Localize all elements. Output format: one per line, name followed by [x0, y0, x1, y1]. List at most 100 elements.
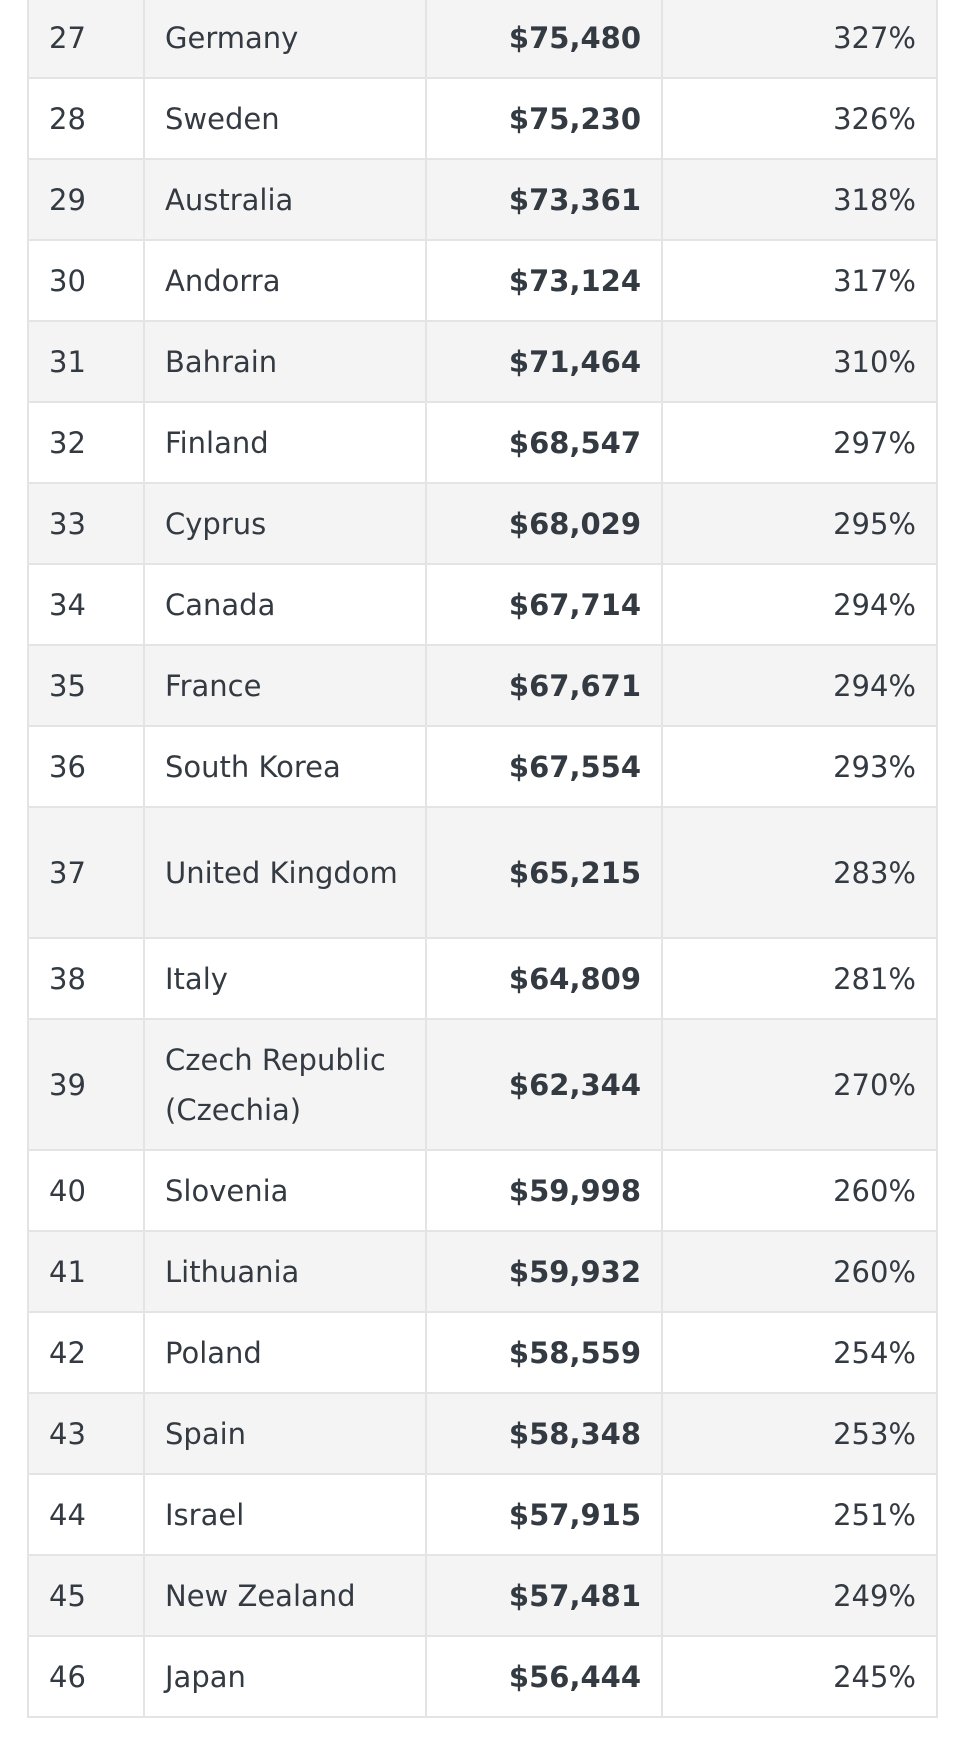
- percent-cell: 295%: [661, 482, 938, 565]
- table-row: 33 Cyprus $68,029 295%: [27, 482, 938, 565]
- country-cell: Sweden: [143, 77, 427, 160]
- table-row: 42 Poland $58,559 254%: [27, 1311, 938, 1394]
- rank-cell: 39: [27, 1018, 145, 1151]
- country-cell: Poland: [143, 1311, 427, 1394]
- country-cell: New Zealand: [143, 1554, 427, 1637]
- percent-cell: 326%: [661, 77, 938, 160]
- rank-cell: 27: [27, 0, 145, 79]
- amount-cell: $65,215: [425, 806, 663, 939]
- table-body: 27 Germany $75,480 327% 28 Sweden $75,230 326% 2…: [27, 0, 938, 1718]
- rank-cell: 36: [27, 725, 145, 808]
- amount-cell: $59,932: [425, 1230, 663, 1313]
- amount-cell: $56,444: [425, 1635, 663, 1718]
- table-row: 29 Australia $73,361 318%: [27, 158, 938, 241]
- amount-cell: $67,671: [425, 644, 663, 727]
- rank-cell: 43: [27, 1392, 145, 1475]
- rank-cell: 35: [27, 644, 145, 727]
- percent-cell: 260%: [661, 1149, 938, 1232]
- amount-cell: $67,714: [425, 563, 663, 646]
- rank-cell: 44: [27, 1473, 145, 1556]
- rank-cell: 37: [27, 806, 145, 939]
- country-cell: United Kingdom: [143, 806, 427, 939]
- percent-cell: 297%: [661, 401, 938, 484]
- percent-cell: 260%: [661, 1230, 938, 1313]
- rank-cell: 34: [27, 563, 145, 646]
- amount-cell: $58,348: [425, 1392, 663, 1475]
- percent-cell: 251%: [661, 1473, 938, 1556]
- amount-cell: $68,547: [425, 401, 663, 484]
- percent-cell: 245%: [661, 1635, 938, 1718]
- rank-cell: 31: [27, 320, 145, 403]
- country-cell: Slovenia: [143, 1149, 427, 1232]
- table-row: 32 Finland $68,547 297%: [27, 401, 938, 484]
- country-cell: Cyprus: [143, 482, 427, 565]
- country-cell: Germany: [143, 0, 427, 79]
- amount-cell: $75,230: [425, 77, 663, 160]
- table-row: 39 Czech Republic (Czechia) $62,344 270%: [27, 1018, 938, 1151]
- amount-cell: $71,464: [425, 320, 663, 403]
- rank-cell: 29: [27, 158, 145, 241]
- country-cell: France: [143, 644, 427, 727]
- rank-cell: 28: [27, 77, 145, 160]
- country-cell: Australia: [143, 158, 427, 241]
- percent-cell: 327%: [661, 0, 938, 79]
- percent-cell: 270%: [661, 1018, 938, 1151]
- amount-cell: $57,915: [425, 1473, 663, 1556]
- rank-cell: 46: [27, 1635, 145, 1718]
- country-cell: Italy: [143, 937, 427, 1020]
- table-row: 43 Spain $58,348 253%: [27, 1392, 938, 1475]
- percent-cell: 310%: [661, 320, 938, 403]
- percent-cell: 249%: [661, 1554, 938, 1637]
- percent-cell: 294%: [661, 644, 938, 727]
- table-row: 38 Italy $64,809 281%: [27, 937, 938, 1020]
- amount-cell: $57,481: [425, 1554, 663, 1637]
- country-cell: Andorra: [143, 239, 427, 322]
- percent-cell: 318%: [661, 158, 938, 241]
- amount-cell: $68,029: [425, 482, 663, 565]
- amount-cell: $64,809: [425, 937, 663, 1020]
- table-row: 34 Canada $67,714 294%: [27, 563, 938, 646]
- table-row: 45 New Zealand $57,481 249%: [27, 1554, 938, 1637]
- country-ranking-table: 27 Germany $75,480 327% 28 Sweden $75,230 326% 2…: [27, 0, 938, 1718]
- country-cell: Bahrain: [143, 320, 427, 403]
- rank-cell: 42: [27, 1311, 145, 1394]
- amount-cell: $59,998: [425, 1149, 663, 1232]
- amount-cell: $73,124: [425, 239, 663, 322]
- country-cell: Spain: [143, 1392, 427, 1475]
- amount-cell: $58,559: [425, 1311, 663, 1394]
- rank-cell: 38: [27, 937, 145, 1020]
- table-row: 30 Andorra $73,124 317%: [27, 239, 938, 322]
- percent-cell: 283%: [661, 806, 938, 939]
- table-row: 46 Japan $56,444 245%: [27, 1635, 938, 1718]
- percent-cell: 281%: [661, 937, 938, 1020]
- rank-cell: 30: [27, 239, 145, 322]
- country-cell: Canada: [143, 563, 427, 646]
- table-row: 28 Sweden $75,230 326%: [27, 77, 938, 160]
- country-cell: South Korea: [143, 725, 427, 808]
- rank-cell: 33: [27, 482, 145, 565]
- country-cell: Lithuania: [143, 1230, 427, 1313]
- percent-cell: 294%: [661, 563, 938, 646]
- percent-cell: 293%: [661, 725, 938, 808]
- table-row: 27 Germany $75,480 327%: [27, 0, 938, 79]
- rank-cell: 32: [27, 401, 145, 484]
- rank-cell: 40: [27, 1149, 145, 1232]
- table-row: 40 Slovenia $59,998 260%: [27, 1149, 938, 1232]
- amount-cell: $75,480: [425, 0, 663, 79]
- amount-cell: $73,361: [425, 158, 663, 241]
- table-row: 44 Israel $57,915 251%: [27, 1473, 938, 1556]
- country-cell: Japan: [143, 1635, 427, 1718]
- percent-cell: 254%: [661, 1311, 938, 1394]
- amount-cell: $67,554: [425, 725, 663, 808]
- amount-cell: $62,344: [425, 1018, 663, 1151]
- table-row: 31 Bahrain $71,464 310%: [27, 320, 938, 403]
- country-cell: Czech Republic (Czechia): [143, 1018, 427, 1151]
- table-row: 36 South Korea $67,554 293%: [27, 725, 938, 808]
- table-row: 37 United Kingdom $65,215 283%: [27, 806, 938, 939]
- rank-cell: 41: [27, 1230, 145, 1313]
- table-row: 35 France $67,671 294%: [27, 644, 938, 727]
- country-cell: Finland: [143, 401, 427, 484]
- percent-cell: 253%: [661, 1392, 938, 1475]
- table-row: 41 Lithuania $59,932 260%: [27, 1230, 938, 1313]
- country-cell: Israel: [143, 1473, 427, 1556]
